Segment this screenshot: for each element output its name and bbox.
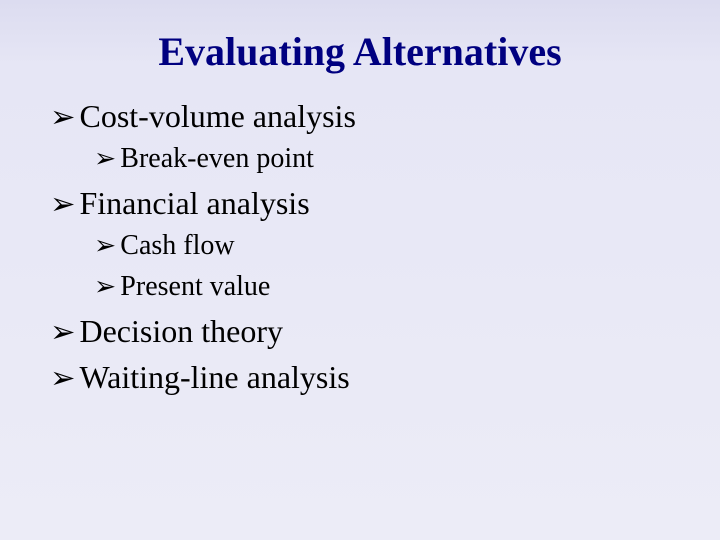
slide-title: Evaluating Alternatives	[0, 0, 720, 93]
bullet-icon: ➢	[50, 182, 75, 226]
list-item: ➢Present value	[50, 267, 720, 308]
list-item-text: Decision theory	[79, 308, 283, 354]
list-item-text: Financial analysis	[79, 180, 309, 226]
bullet-icon: ➢	[50, 310, 75, 354]
bullet-icon: ➢	[50, 356, 75, 400]
list-item: ➢Financial analysis	[50, 180, 720, 226]
bullet-icon: ➢	[94, 226, 116, 265]
list-item: ➢Break-even point	[50, 139, 720, 180]
list-item: ➢Cost-volume analysis	[50, 93, 720, 139]
list-item: ➢Decision theory	[50, 308, 720, 354]
list-item: ➢Waiting-line analysis	[50, 354, 720, 400]
list-item-text: Present value	[120, 267, 270, 308]
list-item-text: Cash flow	[120, 226, 234, 267]
list-item-text: Cost-volume analysis	[79, 93, 355, 139]
list-item-text: Waiting-line analysis	[79, 354, 349, 400]
bullet-icon: ➢	[94, 139, 116, 178]
bullet-icon: ➢	[50, 95, 75, 139]
bullet-icon: ➢	[94, 267, 116, 306]
list-item-text: Break-even point	[120, 139, 314, 180]
slide: Evaluating Alternatives ➢Cost-volume ana…	[0, 0, 720, 540]
bullet-list: ➢Cost-volume analysis ➢Break-even point …	[0, 93, 720, 400]
list-item: ➢Cash flow	[50, 226, 720, 267]
